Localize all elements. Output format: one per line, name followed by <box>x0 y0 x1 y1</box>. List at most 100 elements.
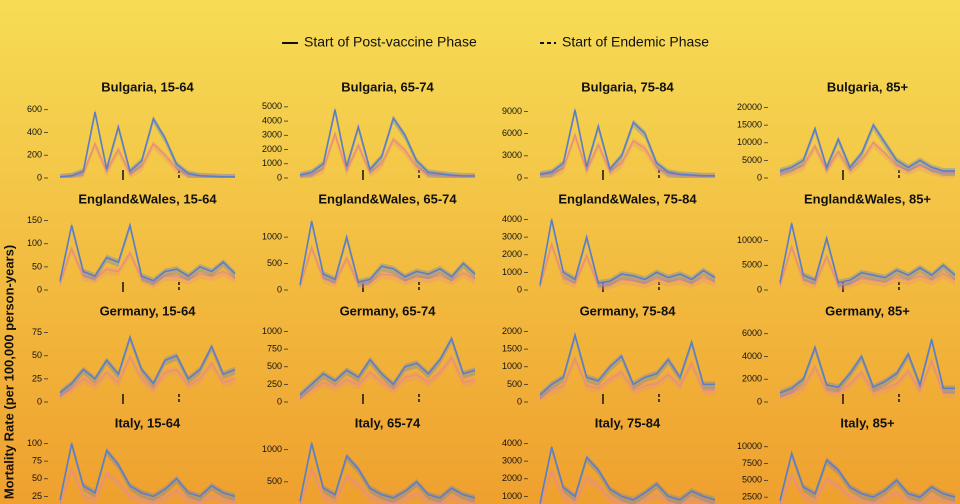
series-line <box>299 465 476 504</box>
y-tick-label: 25 <box>32 373 42 383</box>
y-tick-label: 75 <box>32 456 42 466</box>
y-tick-label: 15000 <box>737 120 762 130</box>
y-tick-label: 10000 <box>737 137 762 147</box>
uncertainty-band <box>540 106 715 178</box>
y-tick-label: 50 <box>32 261 42 271</box>
panel-title: Bulgaria, 65-74 <box>341 79 434 94</box>
uncertainty-band <box>780 450 955 504</box>
series-line <box>779 450 956 501</box>
y-tick-label: 500 <box>267 258 282 268</box>
uncertainty-band <box>300 218 475 290</box>
y-tick-label: 2000 <box>502 326 522 336</box>
y-tick-label: 2000 <box>742 374 762 384</box>
series-line <box>539 109 715 177</box>
series-line <box>299 131 475 178</box>
y-tick-label: 7500 <box>742 458 762 468</box>
y-tick-label: 1000 <box>262 444 282 454</box>
y-tick-label: 500 <box>267 476 282 486</box>
series-line <box>299 443 476 502</box>
panel-title: Germany, 75-84 <box>580 303 677 318</box>
series-line <box>299 221 476 285</box>
uncertainty-band <box>540 132 715 178</box>
y-tick-label: 1500 <box>502 344 522 354</box>
y-tick-label: 4000 <box>262 115 282 125</box>
series-line <box>299 109 475 177</box>
y-tick-label: 0 <box>277 284 282 294</box>
series-line <box>539 332 715 396</box>
uncertainty-band <box>540 444 715 504</box>
y-tick-label: 2000 <box>262 144 282 154</box>
y-tick-label: 3000 <box>262 130 282 140</box>
series-line <box>299 245 476 287</box>
y-tick-label: 100 <box>27 438 42 448</box>
panel-title: England&Wales, 85+ <box>804 191 931 206</box>
panel-title: England&Wales, 65-74 <box>318 191 457 206</box>
y-tick-label: 5000 <box>742 260 762 270</box>
y-tick-label: 500 <box>267 361 282 371</box>
panel-title: Germany, 15-64 <box>100 303 197 318</box>
y-tick-label: 5000 <box>742 155 762 165</box>
y-tick-label: 0 <box>517 396 522 406</box>
panel-title: Germany, 65-74 <box>340 303 437 318</box>
y-tick-label: 6000 <box>742 328 762 338</box>
y-tick-label: 0 <box>517 172 522 182</box>
y-axis-label: Mortality Rate (per 100,000 person-years… <box>1 245 16 499</box>
uncertainty-band <box>300 106 475 178</box>
y-tick-label: 500 <box>507 379 522 389</box>
y-tick-label: 9000 <box>502 106 522 116</box>
panel-title: England&Wales, 75-84 <box>558 191 697 206</box>
uncertainty-band <box>780 139 955 178</box>
panel-title: Italy, 65-74 <box>355 415 421 430</box>
y-tick-label: 10000 <box>737 235 762 245</box>
legend-label: Start of Post-vaccine Phase <box>304 34 477 50</box>
panel-title: Italy, 85+ <box>840 415 895 430</box>
series-line <box>539 219 716 285</box>
y-tick-label: 4000 <box>742 351 762 361</box>
y-tick-label: 1000 <box>262 158 282 168</box>
y-tick-label: 1000 <box>262 326 282 336</box>
series-line <box>779 141 955 174</box>
y-tick-label: 400 <box>27 127 42 137</box>
series-line <box>779 244 956 286</box>
y-tick-label: 3000 <box>502 456 522 466</box>
series-line <box>779 223 956 284</box>
uncertainty-band <box>780 122 955 176</box>
y-tick-label: 50 <box>32 473 42 483</box>
panel-title: Italy, 15-64 <box>115 415 181 430</box>
series-line <box>59 354 236 397</box>
uncertainty-band <box>60 465 235 504</box>
y-tick-label: 0 <box>517 284 522 294</box>
panel-title: Germany, 85+ <box>825 303 910 318</box>
y-tick-label: 1000 <box>502 267 522 277</box>
y-tick-label: 0 <box>757 284 762 294</box>
uncertainty-band <box>60 353 235 401</box>
y-tick-label: 5000 <box>742 475 762 485</box>
y-tick-label: 200 <box>27 150 42 160</box>
uncertainty-band <box>540 355 715 402</box>
y-tick-label: 4000 <box>502 438 522 448</box>
series-line <box>59 465 236 504</box>
series-line <box>59 443 236 501</box>
y-tick-label: 2000 <box>502 249 522 259</box>
uncertainty-band <box>60 245 235 289</box>
series-line <box>299 356 476 398</box>
panel-title: Italy, 75-84 <box>595 415 661 430</box>
y-tick-label: 25 <box>32 491 42 501</box>
y-tick-label: 0 <box>37 172 42 182</box>
series-line <box>779 339 955 394</box>
series-line <box>539 241 716 287</box>
uncertainty-band <box>300 244 475 290</box>
y-tick-label: 2000 <box>502 473 522 483</box>
series-line <box>59 111 235 178</box>
legend-label: Start of Endemic Phase <box>562 34 709 50</box>
y-tick-label: 10000 <box>737 441 762 451</box>
y-tick-label: 1000 <box>502 361 522 371</box>
panel-title: Bulgaria, 15-64 <box>101 79 194 94</box>
uncertainty-band <box>60 140 235 178</box>
y-tick-label: 0 <box>37 284 42 294</box>
y-tick-label: 50 <box>32 350 42 360</box>
panel-title: Bulgaria, 75-84 <box>581 79 674 94</box>
uncertainty-band <box>780 220 955 288</box>
